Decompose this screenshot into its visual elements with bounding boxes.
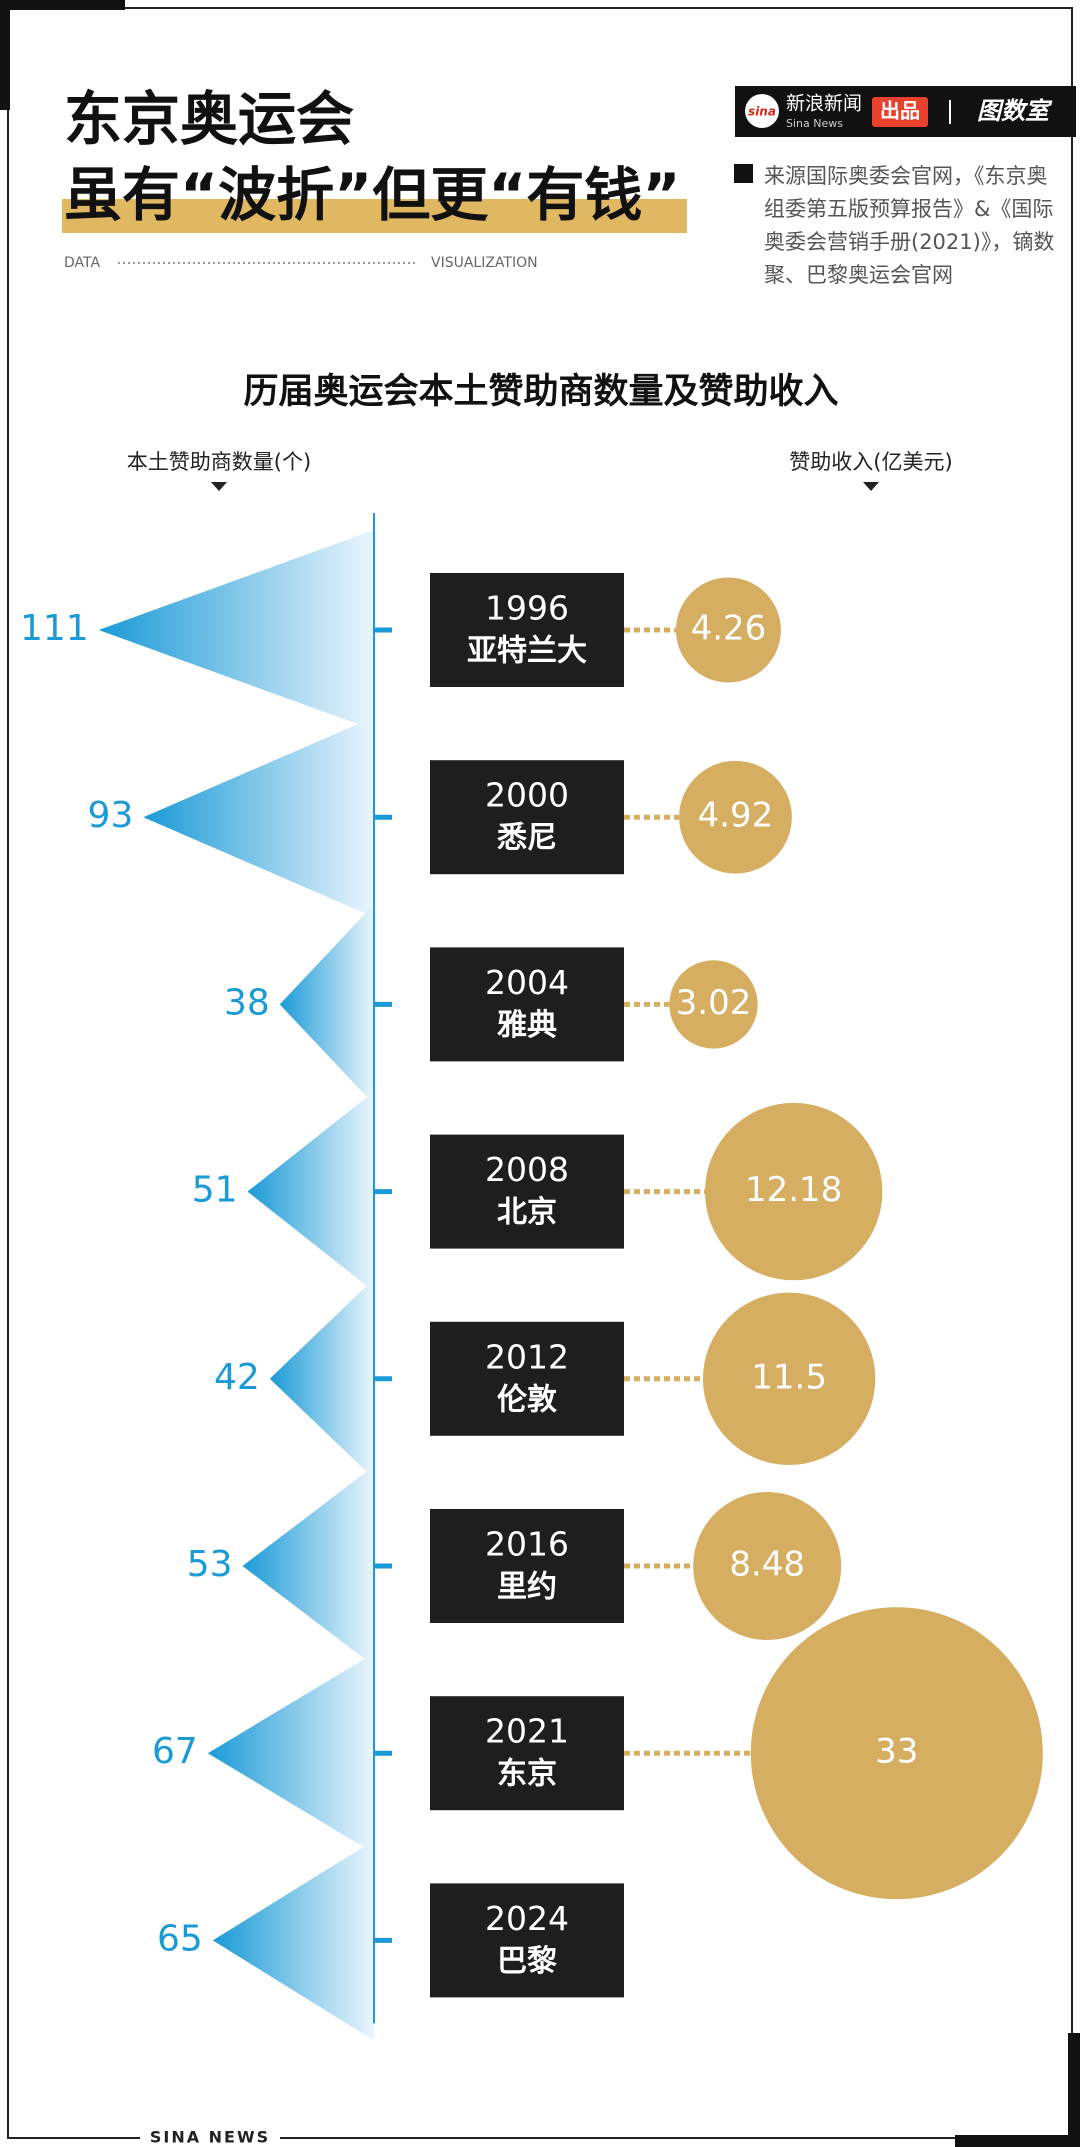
sponsor-triangle	[247, 1091, 374, 1292]
sponsor-label: 111	[20, 608, 89, 649]
brand: 新浪新闻	[786, 93, 862, 115]
city-label: 雅典	[497, 1008, 557, 1043]
city-label: 亚特兰大	[467, 634, 587, 669]
sponsor-label: 51	[192, 1170, 238, 1211]
source-bullet	[734, 164, 753, 183]
sponsor-label: 67	[152, 1731, 198, 1772]
revenue-label: 4.92	[698, 796, 774, 836]
revenue-label: 33	[875, 1732, 918, 1772]
revenue-bubble	[750, 1607, 1043, 1900]
year-box	[430, 1509, 624, 1623]
axis-arrow	[863, 482, 879, 491]
corner	[1068, 2033, 1080, 2147]
sponsor-label: 65	[157, 1918, 203, 1959]
footer: SINA NEWS	[150, 2128, 270, 2147]
brand-tag: 出品	[880, 99, 920, 123]
year-label: 2024	[485, 1899, 569, 1938]
city-label: 北京	[497, 1195, 557, 1230]
city-label: 伦敦	[497, 1382, 557, 1417]
year-box	[430, 1883, 624, 1998]
year-box	[430, 1134, 624, 1249]
year-label: 1996	[485, 589, 569, 628]
revenue-bubble	[669, 960, 758, 1049]
corner	[0, 0, 10, 110]
frame	[7, 7, 1073, 2139]
sponsor-triangle	[242, 1466, 374, 1666]
revenue-bubble	[679, 760, 792, 874]
year-box	[430, 573, 624, 687]
revenue-label: 11.5	[751, 1357, 827, 1397]
revenue-bubble	[702, 1292, 876, 1465]
chart-title: 历届奥运会本土赞助商数量及赞助收入	[243, 372, 838, 412]
revenue-label: 12.18	[745, 1170, 842, 1210]
revenue-label: 4.26	[691, 609, 767, 649]
city-label: 悉尼	[497, 821, 557, 856]
year-label: 2012	[485, 1337, 569, 1376]
sponsor-label: 42	[214, 1357, 260, 1398]
title: 东京奥运会	[64, 85, 354, 153]
axis-label: 本土赞助商数量(个)	[127, 450, 311, 474]
sponsor-triangle	[279, 904, 374, 1105]
viz-label: VISUALIZATION	[431, 255, 538, 271]
corner	[955, 2135, 1080, 2147]
revenue-bubble	[693, 1491, 842, 1641]
footer-gap	[140, 2125, 280, 2147]
year-label: 2008	[485, 1150, 569, 1189]
sponsor-triangle	[143, 717, 374, 918]
sponsor-triangle	[207, 1653, 374, 1854]
axis-arrow	[211, 482, 227, 491]
source: 来源国际奥委会官网，《东京奥组委第五版预算报告》&《国际奥委会营销手册(2021…	[764, 164, 1055, 287]
title: 虽有“波折”但更“有钱”	[64, 161, 680, 229]
title-highlight	[62, 199, 687, 233]
year-box	[430, 1696, 624, 1811]
sponsor-label: 93	[88, 795, 134, 836]
revenue-label: 8.48	[729, 1545, 805, 1585]
year-label: 2000	[485, 776, 569, 815]
revenue-bubble	[675, 577, 781, 683]
brand2: 图数室	[977, 97, 1053, 125]
sponsor-label: 53	[187, 1544, 233, 1585]
year-label: 2016	[485, 1525, 569, 1564]
revenue-label: 3.02	[676, 983, 752, 1023]
logo-text: sina	[748, 105, 776, 119]
sponsor-label: 38	[224, 982, 270, 1023]
year-label: 2004	[485, 963, 569, 1002]
brand-tag-box	[872, 97, 928, 127]
revenue-bubble	[704, 1102, 883, 1281]
year-box	[430, 1321, 624, 1436]
year-box	[430, 760, 624, 875]
city-label: 巴黎	[497, 1944, 557, 1979]
city-label: 东京	[497, 1757, 557, 1792]
city-label: 里约	[497, 1570, 557, 1605]
year-box	[430, 947, 624, 1062]
sponsor-triangle	[212, 1840, 374, 2041]
year-label: 2021	[485, 1712, 569, 1751]
brand-en: Sina News	[786, 117, 843, 130]
sponsor-triangle	[98, 530, 374, 730]
data-label: DATA	[64, 255, 100, 271]
sponsor-triangle	[269, 1278, 374, 1479]
corner	[0, 0, 125, 10]
logo	[745, 94, 779, 128]
axis-label: 赞助收入(亿美元)	[789, 450, 952, 474]
